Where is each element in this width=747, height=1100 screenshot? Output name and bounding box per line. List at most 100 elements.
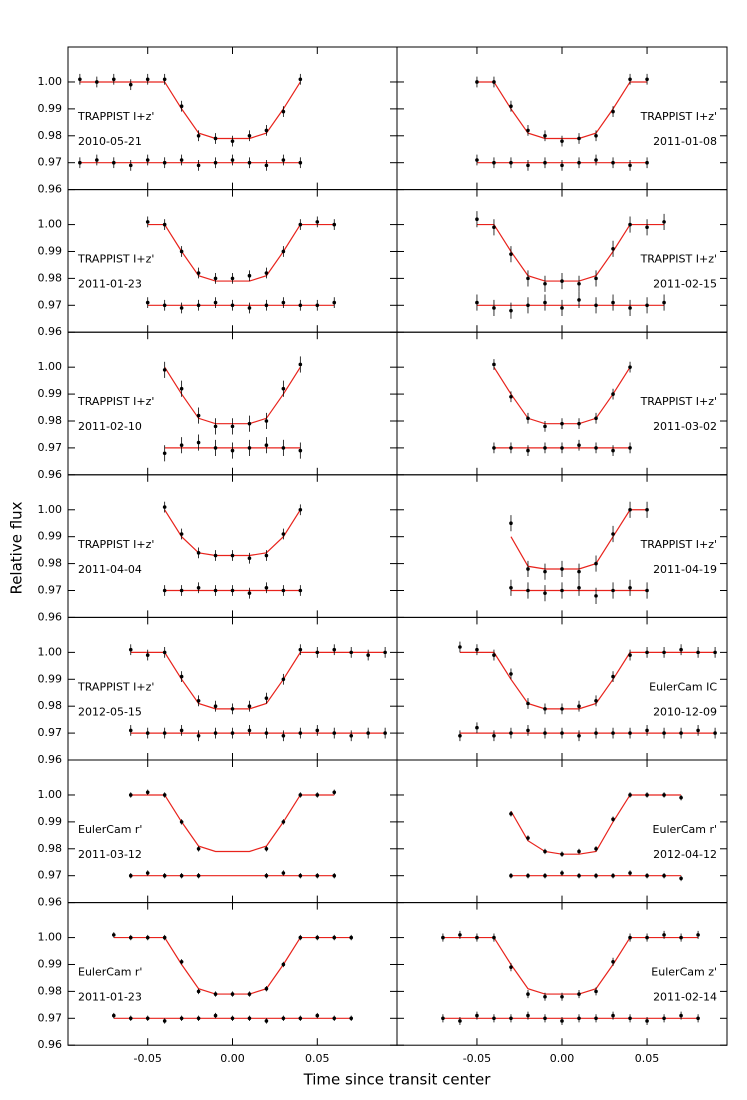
residual-point <box>509 1016 513 1021</box>
residual-point <box>247 446 252 450</box>
residual-point <box>298 731 303 735</box>
residual-point <box>594 446 598 450</box>
flux-point <box>162 650 167 655</box>
residual-point <box>475 158 479 162</box>
residual-point <box>628 731 632 735</box>
instrument-label: EulerCam r' <box>78 823 142 836</box>
flux-point <box>645 650 649 655</box>
residual-point <box>577 586 581 590</box>
residual-point <box>179 158 184 162</box>
residual-point <box>560 163 564 168</box>
residual-point <box>645 160 649 165</box>
flux-point <box>594 699 598 703</box>
model-curve <box>130 651 386 710</box>
residual-point <box>145 158 150 162</box>
residual-point <box>332 1016 337 1021</box>
y-tick-label: 0.96 <box>38 1038 63 1051</box>
instrument-label: TRAPPIST I+z' <box>640 110 717 123</box>
y-tick-label: 0.97 <box>38 726 63 739</box>
residual-point <box>577 298 581 302</box>
date-label: 2011-01-08 <box>653 135 717 148</box>
flux-point <box>611 532 615 536</box>
instrument-label: TRAPPIST I+z' <box>77 253 154 266</box>
residual-point <box>543 446 547 450</box>
flux-point <box>577 992 581 996</box>
residual-point <box>179 588 184 593</box>
flux-point <box>526 276 530 281</box>
flux-point <box>230 553 235 558</box>
y-tick-label: 0.97 <box>38 583 63 596</box>
instrument-label: TRAPPIST I+z' <box>640 253 717 266</box>
flux-point <box>492 80 496 84</box>
flux-point <box>628 77 632 82</box>
flux-point <box>645 507 649 512</box>
model-curve <box>510 509 648 570</box>
flux-point <box>298 793 303 797</box>
residual-point <box>611 300 615 305</box>
residual-point <box>492 446 496 450</box>
y-tick-label: 0.99 <box>38 530 63 543</box>
y-tick-label: 0.99 <box>38 957 63 970</box>
instrument-label: TRAPPIST I+z' <box>640 395 717 408</box>
date-label: 2010-12-09 <box>653 705 717 718</box>
y-tick-label: 0.96 <box>38 753 63 766</box>
flux-point <box>611 959 615 964</box>
flux-point <box>628 935 632 940</box>
residual-point <box>298 448 303 453</box>
flux-point <box>179 674 184 679</box>
residual-point <box>315 1013 320 1018</box>
flux-point <box>230 424 235 429</box>
residual-point <box>509 873 513 878</box>
residual-point <box>196 733 201 738</box>
residual-point <box>213 446 218 450</box>
residual-point <box>128 163 133 168</box>
residual-point <box>696 728 700 733</box>
flux-point <box>281 820 286 824</box>
flux-point <box>628 653 632 657</box>
flux-point <box>128 793 133 797</box>
flux-point <box>145 935 150 940</box>
residual-point <box>247 591 252 595</box>
flux-point <box>247 992 252 996</box>
residual-point <box>543 731 547 735</box>
residual-point <box>526 728 530 733</box>
residual-point <box>230 448 235 453</box>
flux-point <box>213 704 218 708</box>
residual-point <box>611 731 615 735</box>
flux-point <box>679 935 683 940</box>
flux-point <box>196 989 201 994</box>
flux-point <box>145 77 150 82</box>
residual-point <box>560 446 564 450</box>
flux-point <box>247 421 252 426</box>
residual-point <box>128 1016 133 1021</box>
flux-point <box>264 271 269 275</box>
residual-point <box>264 731 269 735</box>
x-axis-label: Time since transit center <box>303 1071 492 1089</box>
flux-point <box>111 933 116 937</box>
flux-point <box>492 935 496 940</box>
flux-point <box>543 133 547 138</box>
flux-point <box>315 793 320 797</box>
date-label: 2010-05-21 <box>78 135 142 148</box>
date-label: 2011-02-15 <box>653 278 717 291</box>
residual-point <box>509 446 513 450</box>
instrument-label: TRAPPIST I+z' <box>77 110 154 123</box>
flux-point <box>543 424 547 429</box>
residual-point <box>543 300 547 305</box>
residual-point <box>458 733 462 738</box>
flux-point <box>332 647 337 652</box>
flux-point <box>179 820 184 824</box>
flux-point <box>128 82 133 87</box>
x-tick-label: 0.05 <box>305 1052 330 1065</box>
residual-point <box>679 731 683 735</box>
residual-point <box>332 873 337 878</box>
residual-point <box>713 731 717 735</box>
residual-point <box>162 160 167 165</box>
residual-point <box>332 300 337 305</box>
residual-point <box>645 728 649 733</box>
residual-point <box>230 588 235 593</box>
flux-point <box>298 77 303 82</box>
date-label: 2011-01-23 <box>78 278 142 291</box>
flux-point <box>332 935 337 940</box>
residual-point <box>78 160 82 165</box>
